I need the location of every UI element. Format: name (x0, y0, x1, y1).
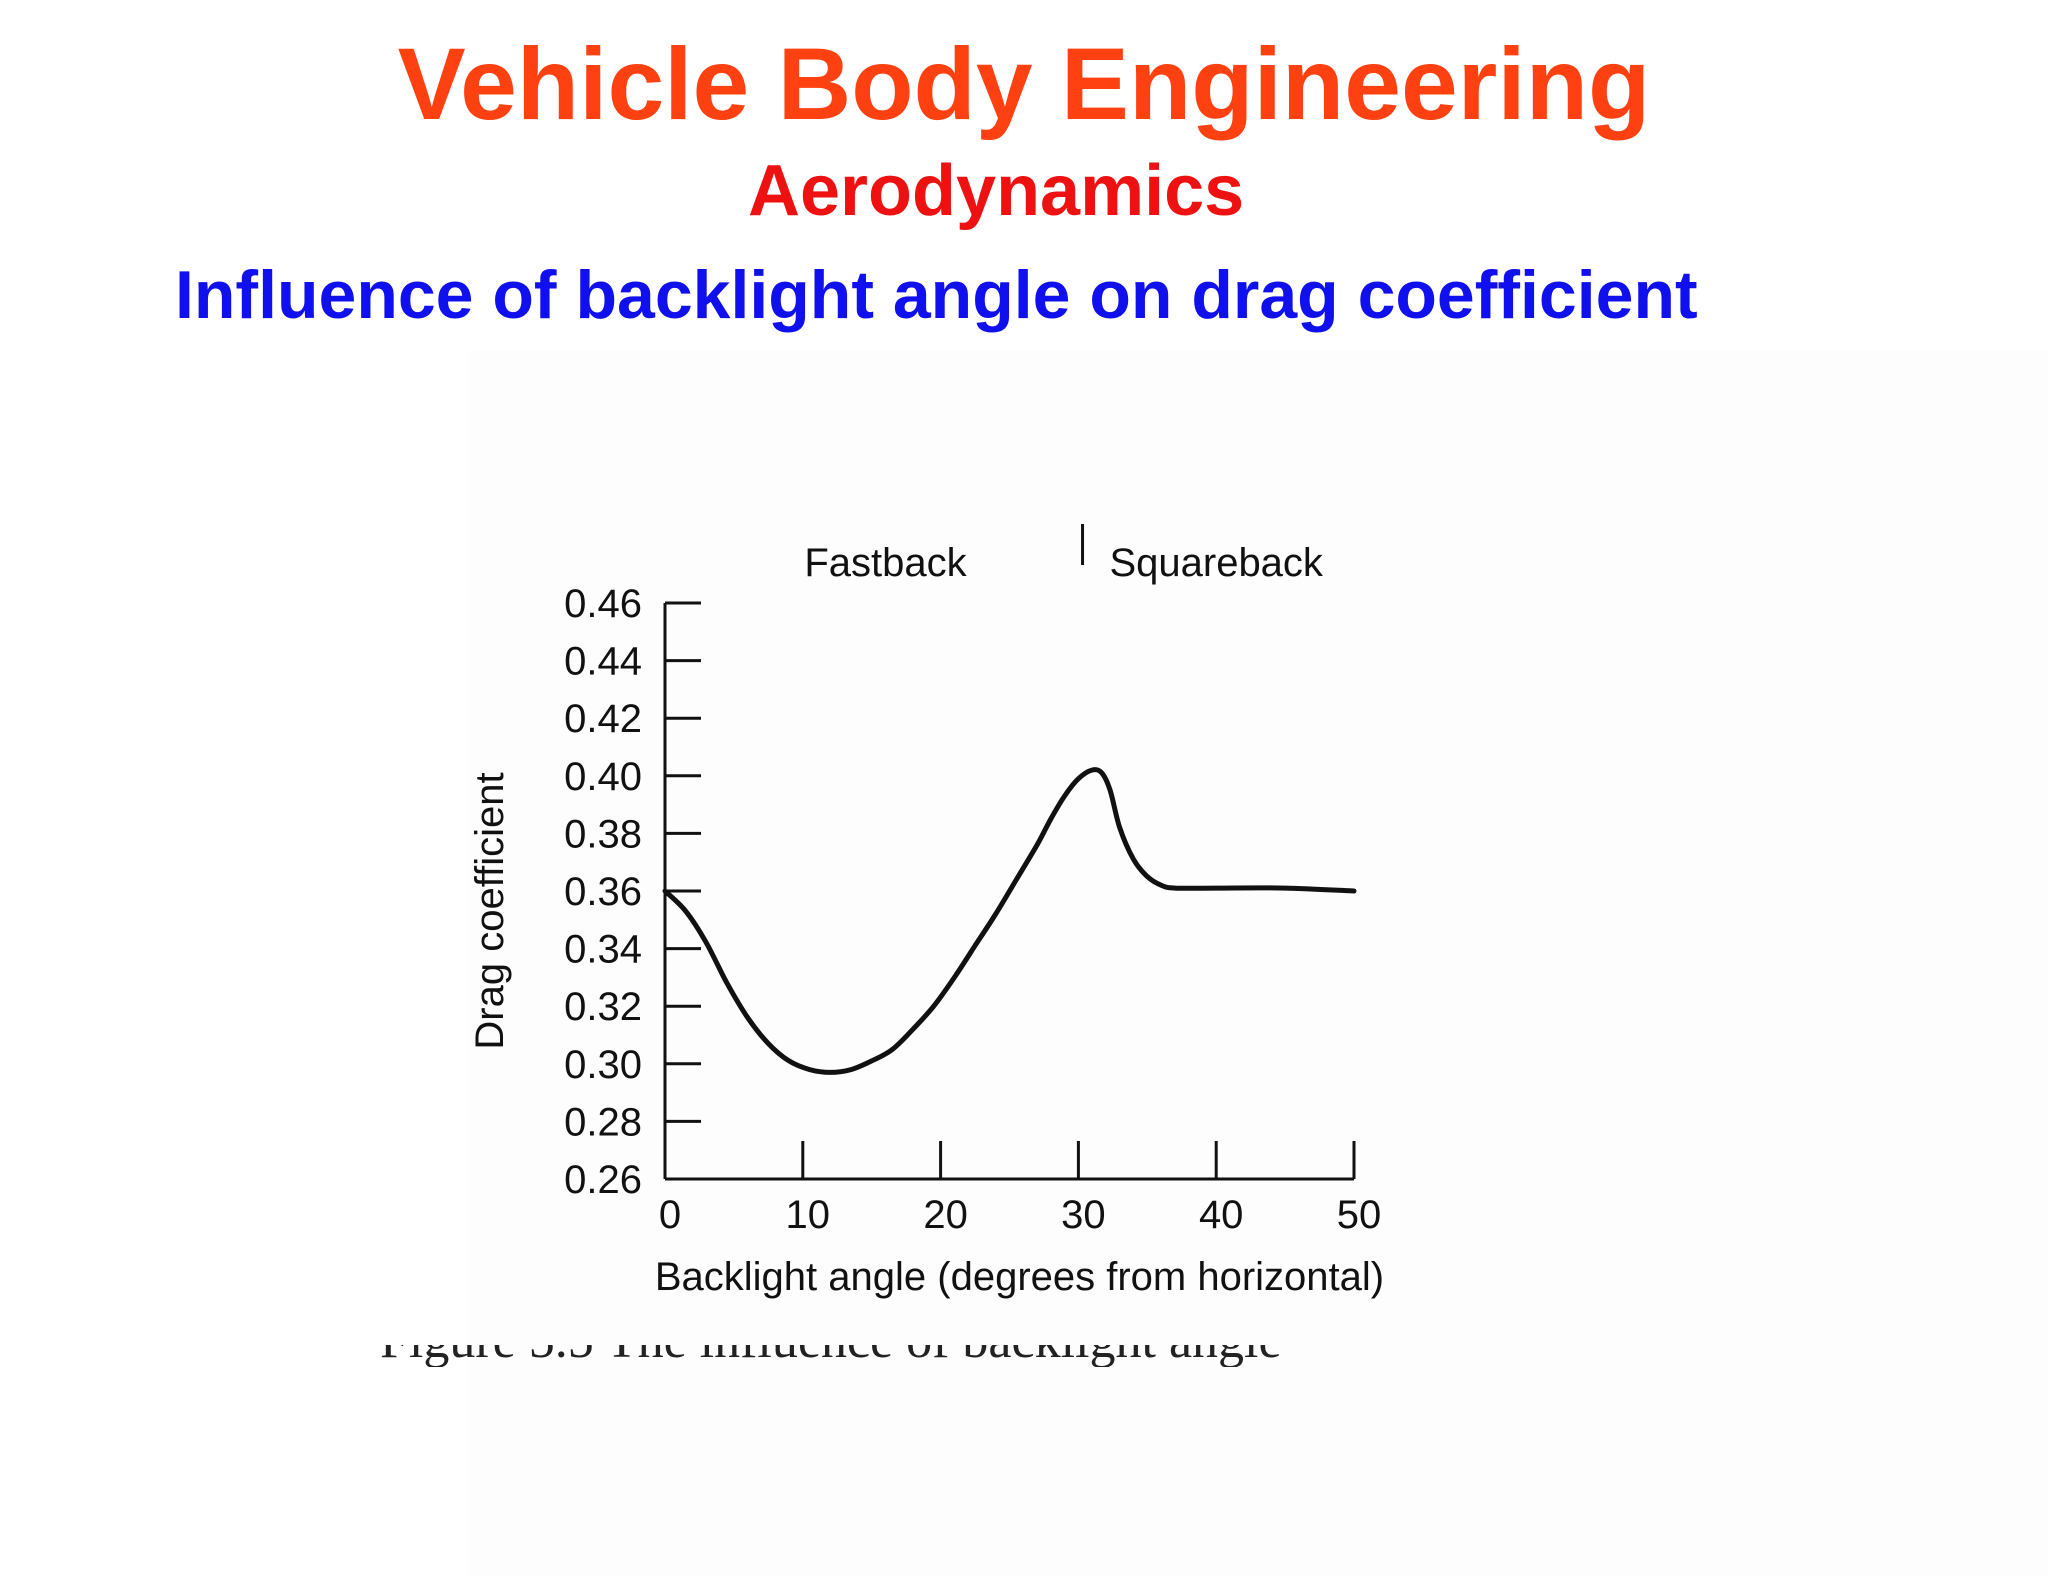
y-tick-label: 0.46 (564, 582, 642, 626)
x-axis: 0 10 20 30 40 50 (659, 1141, 1381, 1237)
y-tick-label: 0.30 (564, 1043, 642, 1087)
x-tick-label: 10 (786, 1193, 831, 1237)
annotation-label: Squareback (1109, 541, 1323, 585)
x-tick-label: 0 (659, 1193, 681, 1237)
y-tick-label: 0.44 (564, 640, 642, 684)
y-tick-label: 0.40 (564, 755, 642, 799)
y-tick-label: 0.26 (564, 1158, 642, 1202)
x-tick-label: 40 (1199, 1193, 1244, 1237)
figure-panel (468, 350, 2048, 1576)
y-tick-label: 0.28 (564, 1100, 642, 1144)
series-line-drag-coefficient (662, 767, 1357, 1075)
slide-title: Vehicle Body Engineering (397, 27, 1651, 141)
x-tick-label: 50 (1337, 1193, 1382, 1237)
y-tick-label: 0.34 (564, 928, 642, 972)
x-tick-label: 20 (923, 1193, 968, 1237)
y-axis: 0.46 0.44 0.42 0.40 0.38 0.36 0.34 0.32 0.30 0.28… (564, 582, 701, 1202)
x-axis-label: Backlight angle (degrees from horizontal… (655, 1255, 1384, 1299)
y-tick-label: 0.42 (564, 697, 642, 741)
truncated-figure-caption-text: Figure 5.5 The influence of backlight an… (380, 1345, 1430, 1367)
x-tick-label: 30 (1061, 1193, 1106, 1237)
annotation-label: Fastback (804, 541, 967, 585)
y-tick-label: 0.38 (564, 812, 642, 856)
y-tick-label: 0.36 (564, 870, 642, 914)
slide-subtitle: Aerodynamics (748, 151, 1245, 231)
y-tick-label: 0.32 (564, 985, 642, 1029)
annotations: Fastback Squareback (804, 541, 1324, 585)
y-axis-label: Drag coefficient (468, 772, 512, 1049)
truncated-figure-caption: Figure 5.5 The influence of backlight an… (380, 1345, 1430, 1367)
slide-heading: Influence of backlight angle on drag coe… (175, 257, 1698, 333)
